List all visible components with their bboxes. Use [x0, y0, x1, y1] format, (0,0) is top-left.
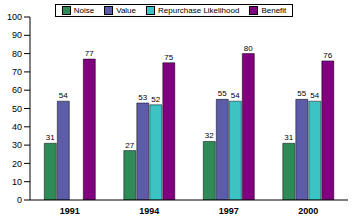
- svg-text:77: 77: [85, 49, 94, 58]
- html-text:Noise: Noise: [73, 6, 95, 15]
- svg-text:32: 32: [205, 131, 214, 140]
- svg-text:54: 54: [231, 91, 240, 100]
- svg-text:0: 0: [17, 195, 22, 205]
- svg-text:90: 90: [12, 30, 22, 40]
- svg-text:1994: 1994: [139, 206, 159, 216]
- svg-text:75: 75: [164, 53, 173, 62]
- svg-text:60: 60: [12, 85, 22, 95]
- svg-text:70: 70: [12, 67, 22, 77]
- html-text:Value: Value: [116, 6, 136, 15]
- svg-text:80: 80: [244, 44, 253, 53]
- html-text:Benefit: Benefit: [261, 6, 287, 15]
- svg-text:54: 54: [59, 91, 68, 100]
- svg-text:10: 10: [12, 177, 22, 187]
- svg-text:1991: 1991: [60, 206, 80, 216]
- svg-text:100: 100: [8, 12, 22, 22]
- svg-text:55: 55: [218, 89, 227, 98]
- svg-text:80: 80: [12, 49, 22, 59]
- svg-text:54: 54: [310, 91, 319, 100]
- svg-text:2000: 2000: [298, 206, 318, 216]
- svg-text:31: 31: [46, 133, 55, 142]
- svg-text:50: 50: [12, 104, 22, 114]
- svg-text:76: 76: [323, 51, 332, 60]
- svg-text:30: 30: [12, 140, 22, 150]
- svg-text:52: 52: [151, 95, 160, 104]
- svg-text:53: 53: [138, 93, 147, 102]
- svg-text:40: 40: [12, 122, 22, 132]
- svg-text:27: 27: [125, 141, 134, 150]
- svg-text:55: 55: [297, 89, 306, 98]
- html-text:Repurchase Likelihood: Repurchase Likelihood: [158, 6, 240, 15]
- svg-text:31: 31: [284, 133, 293, 142]
- svg-text:20: 20: [12, 159, 22, 169]
- svg-text:1997: 1997: [219, 206, 239, 216]
